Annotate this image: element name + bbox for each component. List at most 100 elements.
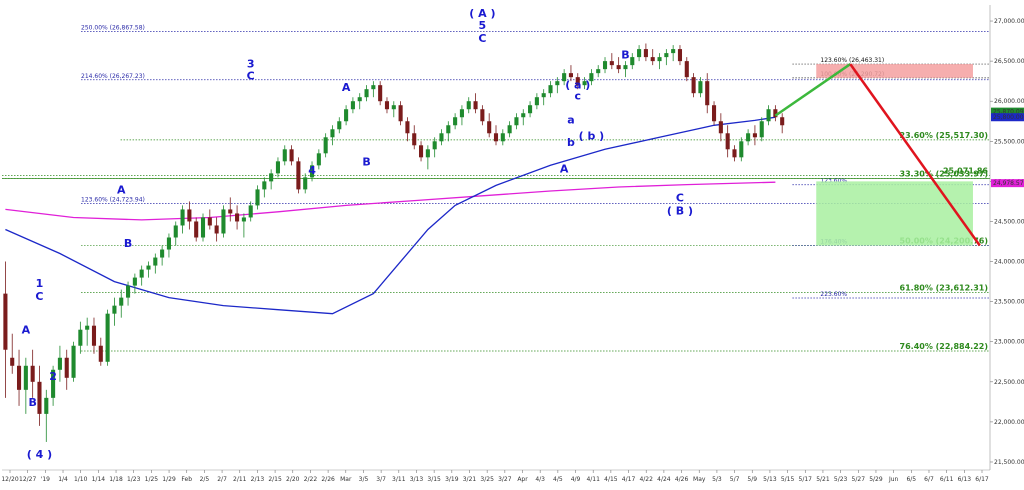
x-tick-label: 5/3 (712, 476, 722, 483)
wave-label: ( A ) (469, 7, 495, 20)
candle-body (303, 177, 308, 190)
candle-body (698, 81, 703, 94)
wave-label: b (567, 136, 575, 149)
target-zone-red (816, 64, 973, 78)
x-tick-label: 6/5 (906, 476, 916, 483)
candle-body (623, 65, 628, 70)
fib-level-label: 214.60% (26,267.23) (81, 73, 145, 80)
x-tick-label: 3/21 (463, 476, 477, 483)
ma-magenta-line (5, 181, 776, 221)
candle-body (323, 137, 328, 154)
x-tick-label: 1/4 (58, 476, 68, 483)
candle-body (732, 149, 737, 158)
x-tick-label: 4/26 (675, 476, 689, 483)
x-tick-label: 4/9 (571, 476, 581, 483)
x-tick-label: 12/27 (19, 476, 36, 483)
candle-body (139, 269, 144, 278)
x-tick-label: 3/27 (498, 476, 512, 483)
y-tick-label: 23,500.00 (994, 299, 1024, 306)
fib-level-label: 33.30% (25,033.97) (900, 170, 988, 179)
candle-body (262, 181, 267, 190)
x-tick-label: 2/13 (251, 476, 265, 483)
candle-body (30, 365, 35, 382)
wave-label: a (567, 114, 574, 127)
candle-body (534, 97, 539, 106)
candle-body (596, 69, 601, 74)
candle-body (773, 109, 778, 118)
price-tag (991, 179, 1024, 188)
price-tag-label: 25,800.00 (993, 114, 1024, 121)
x-tick-label: 1/18 (109, 476, 123, 483)
x-tick-label: 5/13 (763, 476, 777, 483)
x-tick-label: 3/11 (392, 476, 406, 483)
candle-body (85, 325, 90, 330)
x-tick-label: 1/29 (162, 476, 176, 483)
candle-body (371, 85, 376, 90)
candle-body (493, 133, 499, 142)
candle-body (160, 249, 165, 258)
candle-body (643, 49, 648, 58)
fib-level-label: 23.60% (25,517.30) (900, 131, 988, 140)
candle-body (200, 217, 206, 238)
candle-body (487, 121, 492, 134)
candles (3, 43, 785, 442)
wave-label: A (22, 324, 31, 337)
x-tick-label: 3/19 (445, 476, 459, 483)
x-tick-label: 1/23 (127, 476, 141, 483)
candle-body (718, 121, 723, 134)
candle-body (541, 93, 546, 98)
wave-label: ( 4 ) (27, 448, 52, 461)
x-tick-label: 5/23 (834, 476, 848, 483)
red-projection-arrow (849, 63, 981, 247)
y-tick-label: 21,500.00 (994, 459, 1024, 466)
fib-level-label: 25,071.86 (943, 167, 988, 176)
y-tick-label: 25,500.00 (994, 138, 1024, 145)
candle-body (630, 57, 635, 66)
candle-body (671, 49, 676, 54)
candle-body (255, 189, 260, 206)
x-tick-label: Apr (517, 476, 528, 483)
candle-body (275, 161, 281, 174)
candle-body (602, 61, 608, 70)
candle-body (384, 101, 390, 110)
candle-body (691, 77, 696, 94)
candle-body (739, 141, 744, 158)
wave-label: A (117, 183, 126, 196)
x-tick-label: '19 (41, 476, 50, 483)
candle-body (507, 125, 512, 134)
wave-label: 1 (36, 277, 44, 290)
candle-body (500, 133, 505, 142)
x-tick-label: 5/27 (852, 476, 866, 483)
candle-body (105, 313, 110, 362)
candle-body (677, 49, 683, 62)
x-tick-label: 6/13 (958, 476, 972, 483)
x-tick-label: Jun (888, 476, 899, 483)
fib-level-label: 223.60% (820, 291, 847, 298)
x-tick-label: 6/7 (924, 476, 934, 483)
wave-label: 3 (247, 58, 255, 71)
ma-blue-line (5, 116, 776, 315)
candle-body (466, 101, 471, 110)
projection-arrows (774, 63, 981, 247)
y-tick-label: 22,500.00 (994, 379, 1024, 386)
green-projection-arrow (774, 63, 852, 117)
x-axis: 12/20 12/27 '19 1/4 1/10 1/14 1/18 1/23 1/25 1/29… (1, 469, 990, 483)
candle-body (337, 121, 342, 130)
candle-body (132, 277, 137, 286)
candle-body (521, 113, 526, 118)
candle-body (480, 109, 485, 122)
fib-level-label: 61.80% (23,612.31) (900, 284, 988, 293)
candle-body (64, 357, 69, 378)
candle-body (289, 149, 294, 162)
x-tick-label: 2/11 (233, 476, 247, 483)
candle-body (419, 145, 424, 158)
candle-body (51, 369, 56, 398)
candle-body (711, 105, 717, 122)
fib-levels: 250.00% (26,867.58)123.60% (26,463.31)10… (2, 25, 990, 352)
x-tick-label: 3/13 (410, 476, 424, 483)
candle-body (3, 293, 8, 350)
fib-level-label: 123.60% (26,463.31) (820, 57, 884, 64)
candle-body (562, 73, 567, 82)
